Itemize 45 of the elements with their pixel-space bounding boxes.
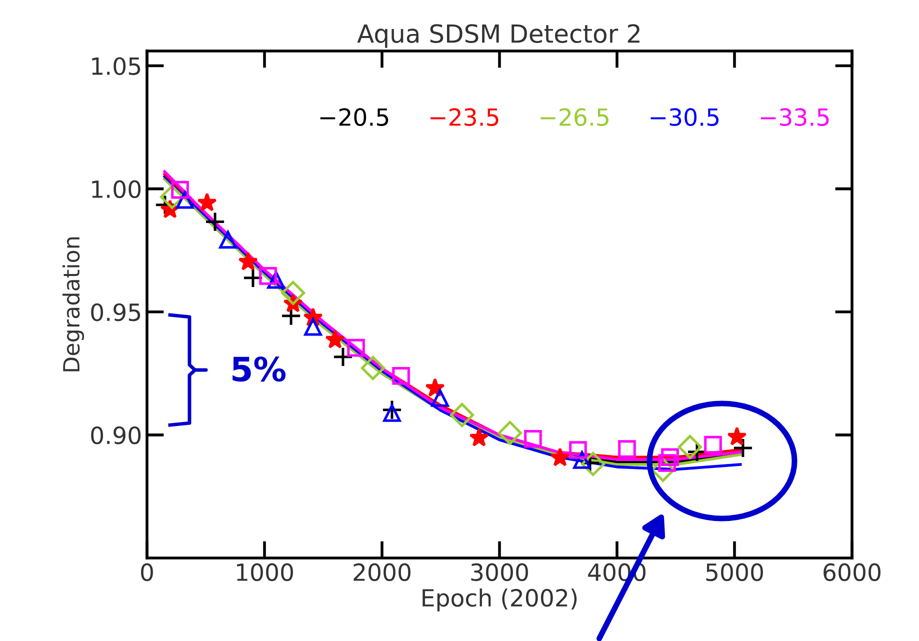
point xyxy=(281,280,306,305)
point xyxy=(569,441,587,459)
point xyxy=(704,436,722,454)
point xyxy=(347,338,365,357)
point xyxy=(450,402,474,428)
y-tick-label: 1.00 xyxy=(92,180,141,198)
point xyxy=(727,426,747,446)
point xyxy=(219,230,237,249)
point xyxy=(661,448,679,466)
point xyxy=(498,420,522,446)
text: −20.5 xyxy=(320,108,388,126)
y-tick-label: 1.05 xyxy=(92,57,140,76)
point xyxy=(524,430,542,448)
point xyxy=(238,252,258,270)
annotation: 5% xyxy=(232,356,286,382)
x-axis-title: Epoch (2002) xyxy=(422,588,577,612)
point xyxy=(618,440,636,458)
x-tick-label: 1000 xyxy=(237,563,293,582)
x-tick-label: 2000 xyxy=(354,563,410,582)
text: −30.5 xyxy=(650,108,719,126)
chart-title: Aqua SDSM Detector 2 xyxy=(357,24,640,48)
point xyxy=(197,192,217,212)
point xyxy=(550,448,570,466)
point xyxy=(204,212,226,232)
point xyxy=(383,404,401,422)
text: −33.5 xyxy=(760,108,829,126)
text: −23.5 xyxy=(430,108,498,126)
point xyxy=(469,428,489,446)
y-tick-label: 0.95 xyxy=(91,303,140,322)
point xyxy=(332,346,354,368)
point xyxy=(360,356,386,380)
x-tick-label: 5000 xyxy=(706,563,763,582)
point xyxy=(431,389,449,407)
point xyxy=(732,438,754,458)
point xyxy=(259,267,277,285)
point xyxy=(678,434,702,460)
y-axis-title: Degradation xyxy=(62,237,84,372)
point xyxy=(325,330,345,348)
y-tick-label: 0.90 xyxy=(91,426,141,444)
point xyxy=(304,318,322,336)
x-tick-label: 6000 xyxy=(824,563,880,582)
point xyxy=(392,366,410,385)
x-tick-label: 3000 xyxy=(471,563,528,582)
text: −26.5 xyxy=(540,108,608,126)
x-tick-label: 0 xyxy=(141,563,153,582)
